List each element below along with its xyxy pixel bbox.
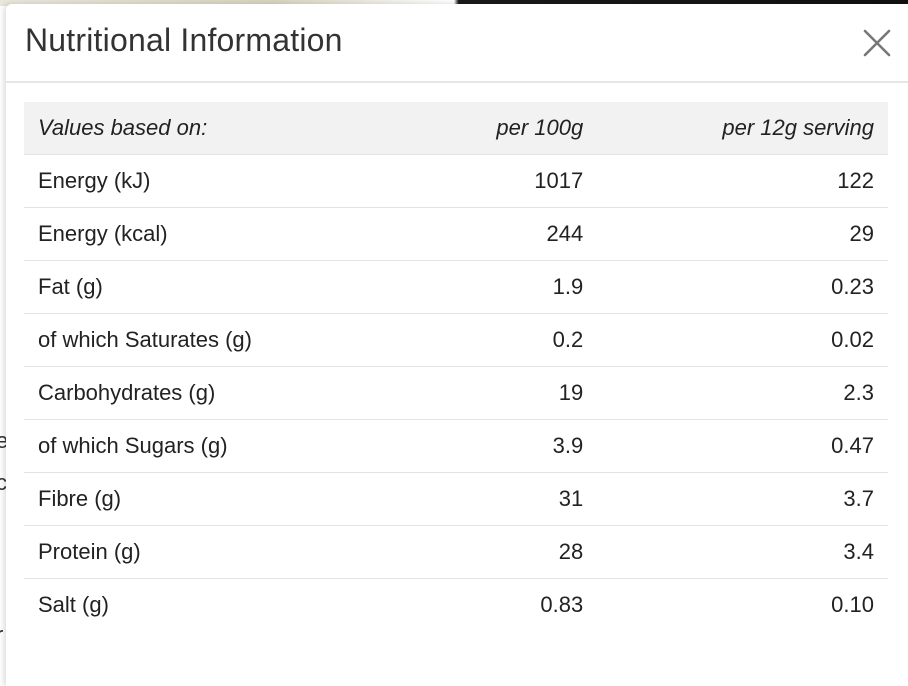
value-per-100g: 19	[381, 366, 598, 420]
value-per-serving: 2.3	[597, 366, 888, 420]
background-text-fragment: l	[0, 582, 1, 608]
nutrient-label: Salt (g)	[24, 578, 382, 631]
table-row: Fibre (g) 31 3.7	[24, 472, 888, 526]
value-per-100g: 28	[381, 525, 598, 579]
value-per-serving: 0.23	[597, 260, 888, 314]
nutrition-table: Values based on: per 100g per 12g servin…	[24, 102, 888, 631]
value-per-100g: 1.9	[381, 260, 598, 314]
table-row: Fat (g) 1.9 0.23	[24, 260, 888, 314]
nutrition-modal: Nutritional Information Values based on:…	[6, 4, 908, 686]
table-row: Protein (g) 28 3.4	[24, 525, 888, 579]
column-header-per-serving: per 12g serving	[722, 115, 874, 140]
background-text-fragment: r	[0, 622, 3, 648]
value-per-serving: 3.7	[597, 472, 888, 526]
nutrient-label: Fat (g)	[24, 260, 382, 314]
value-per-100g: 31	[381, 472, 598, 526]
value-per-serving: 0.47	[597, 419, 888, 473]
background-image-strip	[0, 0, 908, 6]
table-row: of which Saturates (g) 0.2 0.02	[24, 313, 888, 367]
value-per-100g: 244	[381, 207, 598, 261]
modal-header: Nutritional Information	[6, 4, 908, 83]
value-per-100g: 3.9	[381, 419, 598, 473]
column-header-label: Values based on:	[38, 115, 208, 140]
nutrient-label: Carbohydrates (g)	[24, 366, 382, 420]
nutrient-label: of which Sugars (g)	[24, 419, 382, 473]
table-row: Carbohydrates (g) 19 2.3	[24, 366, 888, 420]
table-row: of which Sugars (g) 3.9 0.47	[24, 419, 888, 473]
table-row: Salt (g) 0.83 0.10	[24, 578, 888, 631]
nutrient-label: of which Saturates (g)	[24, 313, 382, 367]
nutrient-label: Protein (g)	[24, 525, 382, 579]
value-per-serving: 0.10	[597, 578, 888, 631]
column-header-per-100g: per 100g	[496, 115, 584, 140]
table-row: Energy (kJ) 1017 122	[24, 154, 888, 208]
nutrition-table-container: Values based on: per 100g per 12g servin…	[24, 102, 888, 631]
value-per-serving: 29	[597, 207, 888, 261]
value-per-100g: 1017	[381, 154, 598, 208]
value-per-serving: 3.4	[597, 525, 888, 579]
value-per-serving: 0.02	[597, 313, 888, 367]
close-button[interactable]	[860, 26, 894, 60]
background-text-fragment: e	[0, 428, 9, 453]
modal-title: Nutritional Information	[25, 22, 343, 58]
value-per-serving: 122	[597, 154, 888, 208]
nutrient-label: Energy (kJ)	[24, 154, 382, 208]
nutrient-label: Energy (kcal)	[24, 207, 382, 261]
nutrient-label: Fibre (g)	[24, 472, 382, 526]
table-row: Energy (kcal) 244 29	[24, 207, 888, 261]
table-header-row: Values based on: per 100g per 12g servin…	[24, 102, 888, 155]
value-per-100g: 0.2	[381, 313, 598, 367]
value-per-100g: 0.83	[381, 578, 598, 631]
close-icon	[863, 29, 891, 57]
background-text-fragment: c	[0, 470, 7, 495]
